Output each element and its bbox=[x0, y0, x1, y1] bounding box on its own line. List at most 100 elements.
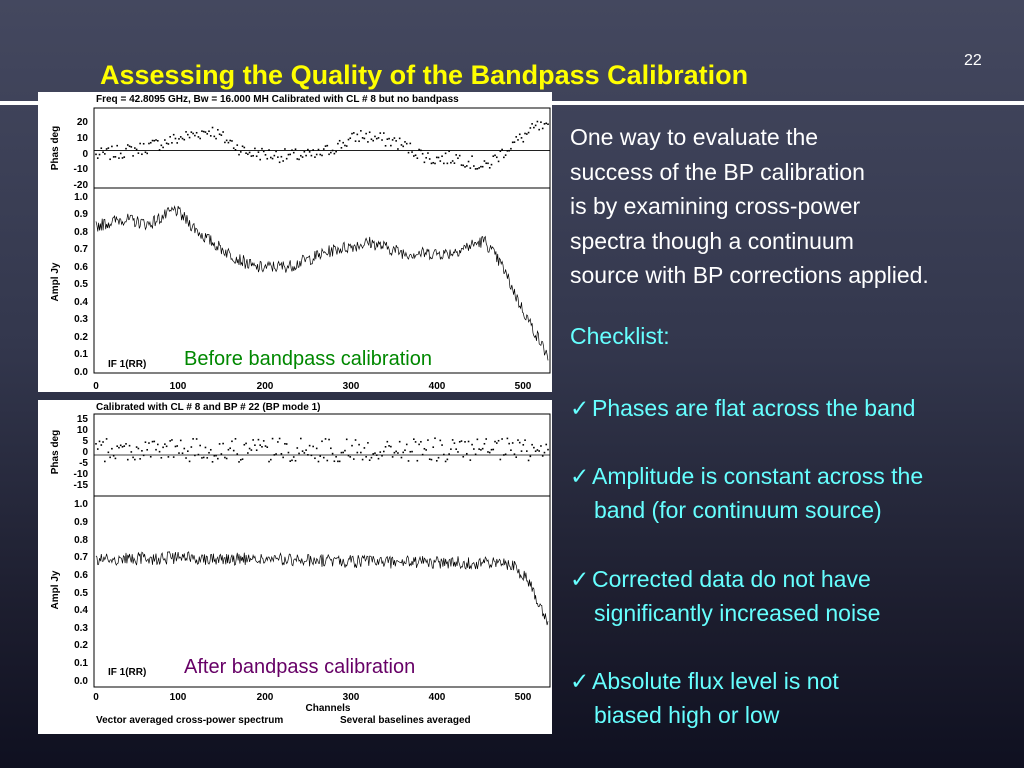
phase-point bbox=[326, 144, 329, 147]
phase-point bbox=[107, 147, 110, 149]
phase-point bbox=[139, 142, 141, 145]
phase-point bbox=[515, 456, 518, 458]
checklist-text: Amplitude is constant across the bbox=[592, 463, 924, 489]
phase-point bbox=[308, 151, 311, 153]
phase-point bbox=[225, 457, 228, 460]
phase-point bbox=[169, 440, 171, 442]
phase-point bbox=[149, 141, 152, 144]
phase-point bbox=[134, 458, 136, 461]
phase-point bbox=[457, 451, 459, 453]
phase-point bbox=[171, 439, 173, 441]
phase-point bbox=[119, 152, 122, 155]
phase-point bbox=[236, 453, 239, 455]
phase-point bbox=[333, 460, 336, 463]
phase-point bbox=[257, 438, 260, 441]
phase-point bbox=[172, 133, 175, 136]
phase-point bbox=[368, 459, 371, 461]
phase-point bbox=[363, 447, 366, 449]
phase-point bbox=[395, 450, 397, 453]
phase-point bbox=[234, 149, 237, 151]
phase-point bbox=[529, 455, 532, 458]
phase-point bbox=[504, 453, 507, 456]
phase-point bbox=[141, 450, 143, 452]
phase-point bbox=[139, 458, 141, 460]
amplitude-line bbox=[95, 551, 549, 626]
phase-point bbox=[450, 448, 452, 450]
phase-point bbox=[114, 457, 117, 460]
phase-series bbox=[95, 120, 549, 170]
phase-point bbox=[428, 458, 431, 461]
phase-point bbox=[390, 445, 392, 448]
phase-point bbox=[218, 133, 221, 136]
phase-point bbox=[395, 140, 397, 142]
phase-point bbox=[185, 131, 187, 133]
phase-point bbox=[448, 150, 450, 153]
phase-point bbox=[314, 457, 316, 460]
phase-point bbox=[435, 459, 438, 462]
phase-point bbox=[167, 456, 170, 458]
phase-point bbox=[199, 444, 201, 447]
phase-point bbox=[506, 150, 509, 152]
phase-point bbox=[183, 138, 186, 141]
phase-point bbox=[118, 157, 120, 159]
phase-point bbox=[121, 446, 124, 448]
phase-point bbox=[197, 136, 200, 138]
phase-point bbox=[411, 450, 413, 453]
phase-point bbox=[294, 459, 297, 462]
phase-point bbox=[488, 167, 491, 169]
phase-point bbox=[102, 441, 104, 443]
phase-point bbox=[282, 160, 284, 162]
phase-point bbox=[165, 142, 168, 145]
checklist-item: ✓ Absolute flux level is not biased high … bbox=[570, 664, 839, 732]
phase-axis-label: Phas deg bbox=[50, 126, 61, 170]
phase-point bbox=[488, 451, 491, 454]
phase-ticks-labels: 20 10 0 -10 -20 bbox=[74, 117, 89, 191]
checklist-text: Phases are flat across the band bbox=[592, 395, 916, 421]
phase-point bbox=[271, 157, 274, 160]
phase-point bbox=[160, 456, 163, 459]
tick-label: 1.0 bbox=[74, 499, 88, 510]
phase-point bbox=[239, 459, 242, 461]
phase-point bbox=[382, 450, 385, 453]
phase-point bbox=[314, 156, 316, 158]
tick-label: 400 bbox=[429, 381, 446, 392]
phase-point bbox=[469, 459, 472, 461]
phase-point bbox=[510, 147, 512, 150]
plot-header: Freq = 42.8095 GHz, Bw = 16.000 MH Calib… bbox=[96, 94, 459, 105]
phase-point bbox=[188, 136, 191, 139]
tick-label: -10 bbox=[74, 164, 89, 175]
phase-point bbox=[474, 168, 477, 170]
phase-point bbox=[134, 147, 136, 149]
phase-point bbox=[397, 452, 399, 454]
check-mark-icon: ✓ bbox=[570, 463, 590, 489]
phase-point bbox=[404, 141, 406, 143]
phase-point bbox=[285, 443, 288, 445]
phase-point bbox=[298, 452, 300, 455]
phase-point bbox=[356, 451, 359, 454]
checklist-text: band (for continuum source) bbox=[594, 497, 882, 523]
phase-point bbox=[458, 441, 461, 443]
phase-point bbox=[164, 139, 166, 141]
phase-point bbox=[345, 145, 348, 147]
phase-point bbox=[112, 454, 115, 457]
phase-point bbox=[384, 446, 387, 448]
phase-point bbox=[257, 151, 260, 153]
phase-point bbox=[199, 137, 201, 140]
phase-point bbox=[404, 449, 406, 452]
phase-point bbox=[296, 447, 299, 449]
phase-point bbox=[478, 448, 480, 450]
phase-point bbox=[280, 453, 283, 455]
tick-label: 0.9 bbox=[74, 209, 88, 220]
tick-label: 0.2 bbox=[74, 332, 88, 343]
phase-point bbox=[121, 157, 124, 159]
phase-point bbox=[517, 439, 519, 441]
checklist-heading: Checklist: bbox=[570, 323, 670, 349]
phase-point bbox=[317, 460, 320, 463]
phase-point bbox=[483, 160, 486, 162]
phase-point bbox=[495, 442, 498, 444]
phase-point bbox=[481, 165, 484, 168]
phase-point bbox=[206, 133, 209, 135]
phase-point bbox=[503, 454, 505, 456]
phase-point bbox=[109, 456, 111, 459]
tick-label: 10 bbox=[77, 425, 89, 436]
